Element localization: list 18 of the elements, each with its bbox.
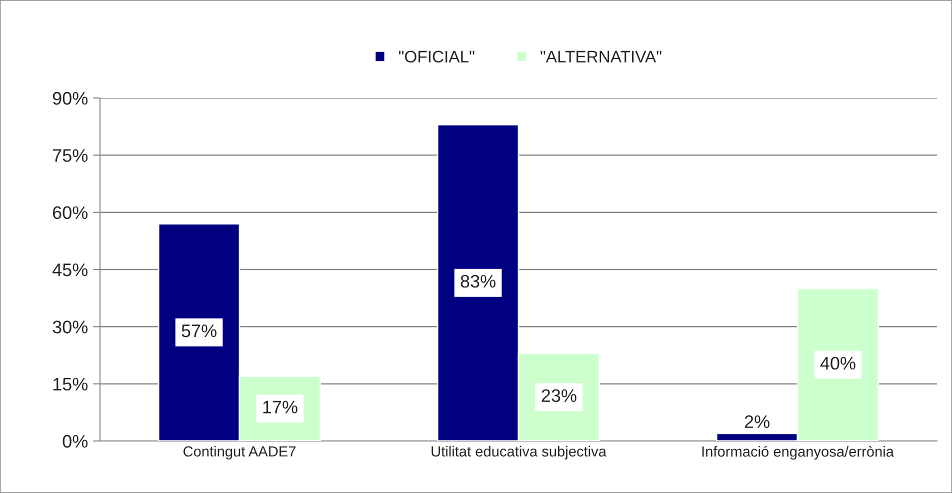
data-label: 57%: [182, 324, 216, 338]
legend-label: "ALTERNATIVA": [540, 50, 662, 62]
data-label: 2%: [744, 415, 770, 428]
x-tick-label: Informació enganyosa/errònia: [702, 446, 894, 460]
data-label: 83%: [460, 274, 496, 288]
data-label: 17%: [263, 400, 298, 414]
y-tick-label: 75%: [52, 149, 88, 162]
data-label: 23%: [542, 389, 576, 402]
y-tick-label: 90%: [52, 92, 88, 105]
y-tick-label: 60%: [52, 206, 88, 220]
y-tick-label: 45%: [52, 264, 88, 276]
legend-label: "OFICIAL": [399, 50, 474, 63]
y-tick-label: 0%: [62, 434, 88, 448]
y-tick-label: 30%: [52, 320, 88, 334]
x-tick-label: Contingut AADE7: [183, 446, 296, 460]
data-label: 40%: [820, 356, 856, 370]
y-tick-label: 15%: [53, 378, 88, 391]
x-tick-label: Utilitat educativa subjectiva: [432, 446, 606, 460]
